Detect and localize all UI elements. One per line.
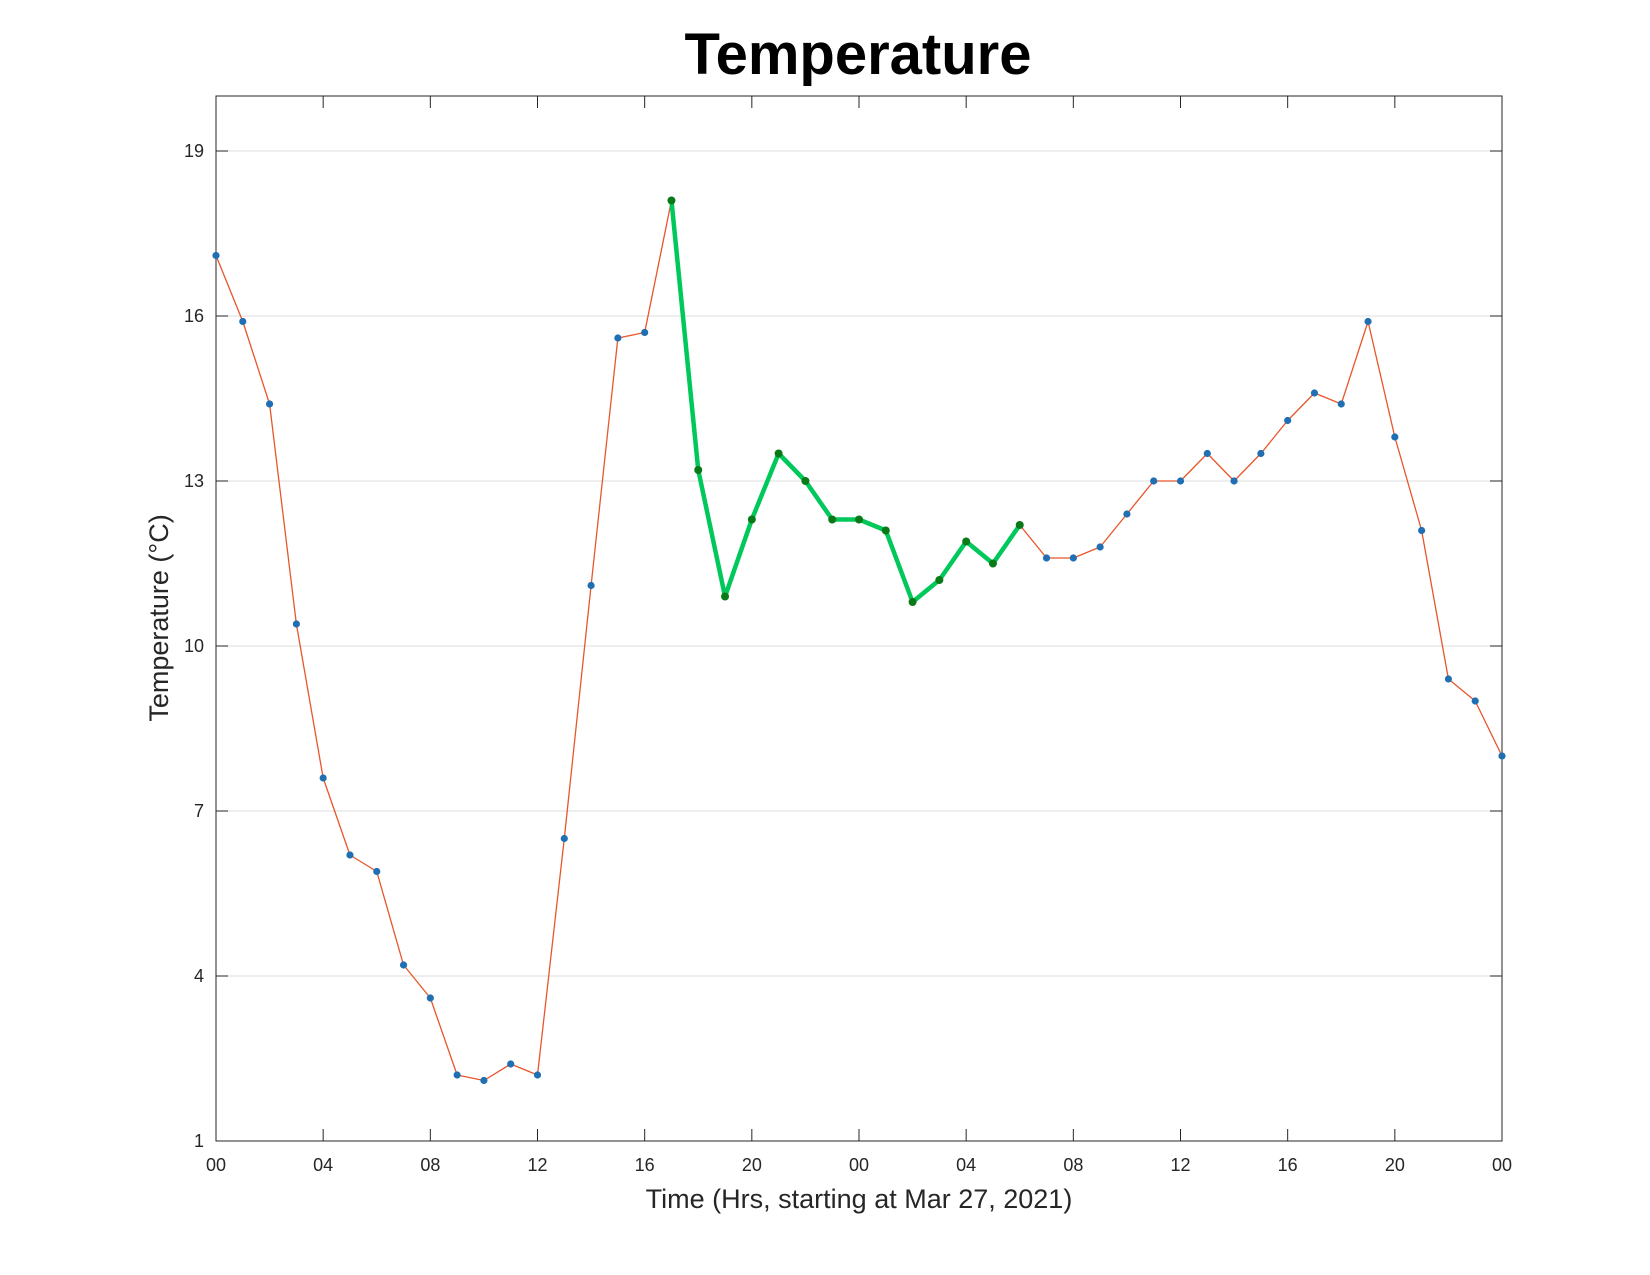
highlight-point [855, 515, 863, 524]
data-point [1203, 449, 1211, 458]
x-tick-label: 16 [1278, 1155, 1298, 1175]
y-tick-label: 1 [194, 1131, 204, 1151]
data-point [1364, 317, 1372, 326]
data-point [1310, 389, 1319, 397]
y-tick-label: 4 [194, 966, 204, 986]
x-tick-label: 12 [1170, 1155, 1190, 1175]
x-tick-label: 08 [1063, 1155, 1083, 1175]
y-tick-label: 10 [184, 636, 204, 656]
highlight-point [828, 515, 837, 524]
chart-title: Temperature [684, 22, 1031, 87]
highlight-point [908, 598, 917, 606]
data-point [1123, 510, 1131, 518]
highlight-point [881, 526, 890, 535]
highlight-point [694, 466, 703, 474]
data-point [1042, 554, 1051, 562]
data-point [292, 620, 300, 628]
data-point [1418, 526, 1426, 535]
data-point [1391, 433, 1399, 441]
data-point [560, 834, 568, 843]
y-tick-label: 16 [184, 306, 204, 326]
data-point [1337, 400, 1345, 408]
grid-lines [216, 150, 1502, 977]
data-point [614, 334, 622, 342]
data-point [1471, 697, 1479, 705]
highlight-point [1015, 521, 1024, 529]
data-point [319, 774, 327, 782]
data-point [1284, 416, 1292, 425]
highlight-point [667, 196, 676, 205]
highlight-point [988, 559, 997, 568]
data-point [1096, 543, 1104, 551]
data-point [373, 867, 381, 876]
highlight-point [962, 537, 971, 546]
x-axis-label: Time (Hrs, starting at Mar 27, 2021) [646, 1184, 1073, 1214]
x-tick-label: 00 [1492, 1155, 1512, 1175]
data-point [239, 317, 247, 326]
y-tick-label: 13 [184, 471, 204, 491]
data-point [212, 251, 220, 260]
x-tick-label: 00 [849, 1155, 869, 1175]
highlight-point [935, 576, 944, 584]
y-tick-label: 7 [194, 801, 204, 821]
data-point [1069, 554, 1077, 562]
axis-ticks: 1 4 7 10 13 16 19 00 04 08 12 16 20 00 04 08 12 16 20 00 [184, 96, 1512, 1175]
temperature-series-line [215, 199, 1503, 1082]
series-layer [212, 196, 1506, 1085]
data-point [265, 400, 274, 408]
highlight-point [801, 477, 810, 485]
x-tick-label: 16 [635, 1155, 655, 1175]
data-point [480, 1076, 488, 1085]
data-point [1444, 675, 1453, 683]
y-axis-label: Temperature (°C) [144, 514, 174, 721]
data-point [587, 581, 595, 590]
data-point [453, 1071, 461, 1079]
highlight-series-line [669, 200, 1022, 605]
highlight-point [721, 592, 730, 601]
x-tick-label: 20 [742, 1155, 762, 1175]
plot-frame [215, 95, 1503, 1142]
data-point [1498, 752, 1506, 760]
x-tick-label: 08 [420, 1155, 440, 1175]
x-tick-label: 20 [1385, 1155, 1405, 1175]
x-tick-label: 04 [956, 1155, 976, 1175]
data-point [1257, 449, 1265, 458]
data-point [1150, 477, 1158, 485]
data-point [399, 961, 408, 969]
data-point [507, 1060, 515, 1068]
data-point [533, 1071, 542, 1079]
data-point [641, 328, 649, 337]
highlight-point [774, 449, 783, 458]
x-tick-label: 00 [206, 1155, 226, 1175]
highlight-point [747, 515, 756, 524]
data-point [426, 994, 434, 1002]
x-tick-label: 04 [313, 1155, 333, 1175]
data-point [346, 851, 354, 859]
data-point [1176, 477, 1185, 485]
data-point [1230, 477, 1238, 485]
y-tick-label: 19 [184, 141, 204, 161]
x-tick-label: 12 [527, 1155, 547, 1175]
